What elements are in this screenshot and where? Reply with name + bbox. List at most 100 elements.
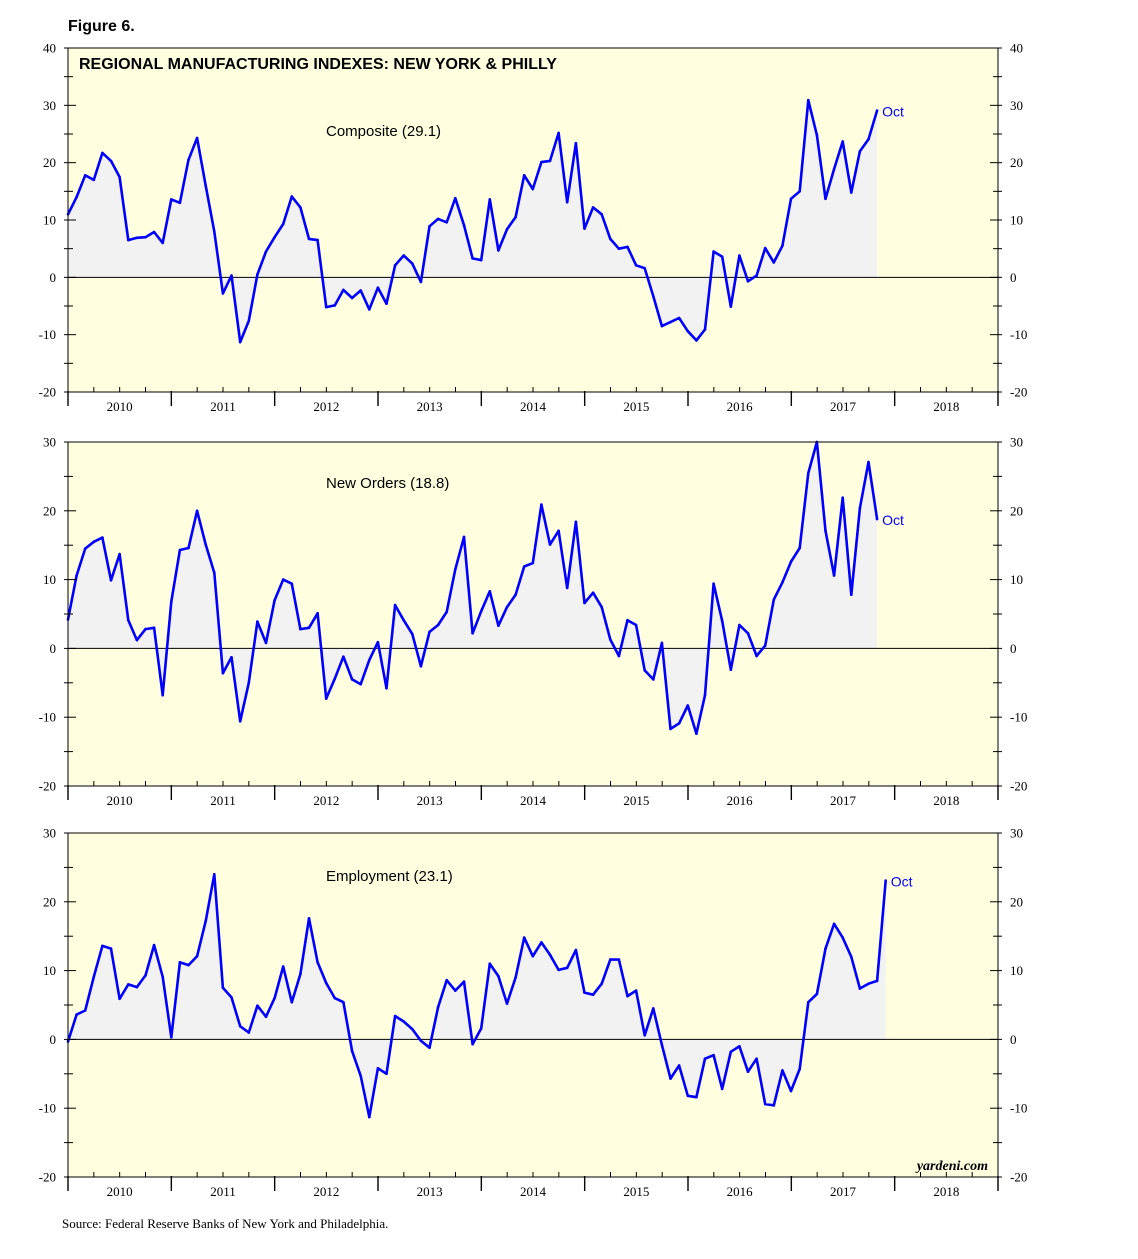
data-point (652, 1007, 655, 1010)
data-point (832, 922, 836, 926)
data-point (221, 292, 225, 295)
data-point (445, 978, 449, 982)
data-point (850, 593, 853, 596)
x-tick-label: 2011 (210, 1184, 236, 1199)
data-point (626, 994, 629, 998)
data-point (170, 1036, 173, 1039)
x-tick-label: 2014 (520, 793, 547, 808)
y-tick-label-right: 20 (1010, 894, 1023, 909)
data-point (781, 244, 784, 248)
data-point (324, 697, 328, 700)
data-point (161, 241, 164, 245)
data-point (841, 140, 844, 143)
y-tick-label-left: 20 (43, 155, 56, 170)
data-point (462, 223, 466, 227)
data-point (462, 535, 466, 539)
data-point (333, 996, 337, 1000)
data-point (583, 227, 586, 230)
data-point (281, 965, 285, 968)
data-point (531, 561, 535, 565)
data-point (238, 340, 242, 344)
data-point (118, 552, 121, 556)
y-tick-label-right: 10 (1010, 963, 1023, 978)
data-point (299, 206, 302, 209)
data-point (712, 250, 715, 253)
data-point (127, 983, 130, 986)
data-point (574, 948, 578, 952)
data-point (505, 1002, 509, 1005)
data-point (419, 665, 423, 668)
data-point (195, 954, 199, 958)
series-label: Employment (23.1) (326, 868, 453, 885)
data-point (548, 543, 552, 546)
data-point (609, 638, 612, 641)
data-point (781, 581, 784, 584)
x-tick-label: 2011 (210, 793, 236, 808)
series-label: New Orders (18.8) (326, 475, 449, 492)
x-tick-label: 2017 (830, 399, 857, 414)
source-note: Source: Federal Reserve Banks of New Yor… (62, 1216, 389, 1231)
data-point (411, 262, 414, 265)
data-point (247, 1031, 251, 1034)
data-point (626, 618, 629, 622)
data-point (299, 627, 302, 631)
data-point (350, 1049, 354, 1053)
data-point (376, 286, 380, 290)
data-point (600, 605, 603, 609)
data-point (324, 981, 328, 985)
y-tick-label-left: 0 (50, 1032, 57, 1047)
y-tick-label-right: -20 (1010, 385, 1027, 400)
data-point (230, 656, 233, 659)
data-point (798, 1067, 801, 1071)
data-point (264, 641, 268, 645)
data-point (505, 605, 509, 609)
data-point (411, 1027, 414, 1031)
data-point (850, 191, 853, 194)
data-point (497, 249, 500, 252)
y-tick-label-left: 20 (43, 894, 56, 909)
data-point (471, 1042, 474, 1046)
data-point (393, 603, 397, 607)
data-point (591, 993, 595, 996)
data-point (807, 471, 810, 475)
y-tick-label-right: -20 (1010, 779, 1027, 794)
data-point (798, 190, 801, 193)
data-point (832, 574, 836, 577)
data-point (574, 520, 578, 524)
data-point (213, 571, 216, 574)
data-point (436, 217, 440, 221)
y-tick-label-right: 20 (1010, 503, 1023, 518)
y-tick-label-right: -10 (1010, 327, 1027, 342)
data-point (479, 1027, 483, 1030)
data-point (368, 1115, 371, 1119)
data-point (479, 258, 483, 262)
chart-title: REGIONAL MANUFACTURING INDEXES: NEW YORK… (79, 56, 557, 73)
data-point (867, 137, 870, 141)
data-point (230, 996, 233, 999)
data-point (170, 198, 173, 201)
x-tick-label: 2018 (933, 793, 959, 808)
data-point (350, 296, 354, 300)
data-point (548, 953, 552, 957)
data-point (746, 280, 750, 283)
area-fill (68, 874, 886, 1118)
data-point (368, 308, 371, 311)
data-point (712, 582, 715, 585)
data-point (557, 968, 560, 972)
data-point (540, 503, 543, 506)
x-tick-label: 2017 (830, 793, 857, 808)
x-tick-label: 2010 (107, 399, 133, 414)
y-tick-label-right: -10 (1010, 1101, 1027, 1116)
data-point (858, 506, 862, 510)
data-point (135, 236, 139, 240)
data-point (290, 195, 294, 198)
x-tick-label: 2012 (313, 399, 339, 414)
y-tick-label-right: 0 (1010, 270, 1017, 285)
data-point (127, 618, 130, 622)
y-tick-label-left: 10 (43, 213, 56, 228)
data-point (557, 131, 560, 135)
data-point (746, 632, 750, 635)
data-point (256, 620, 259, 623)
data-point (152, 230, 156, 234)
